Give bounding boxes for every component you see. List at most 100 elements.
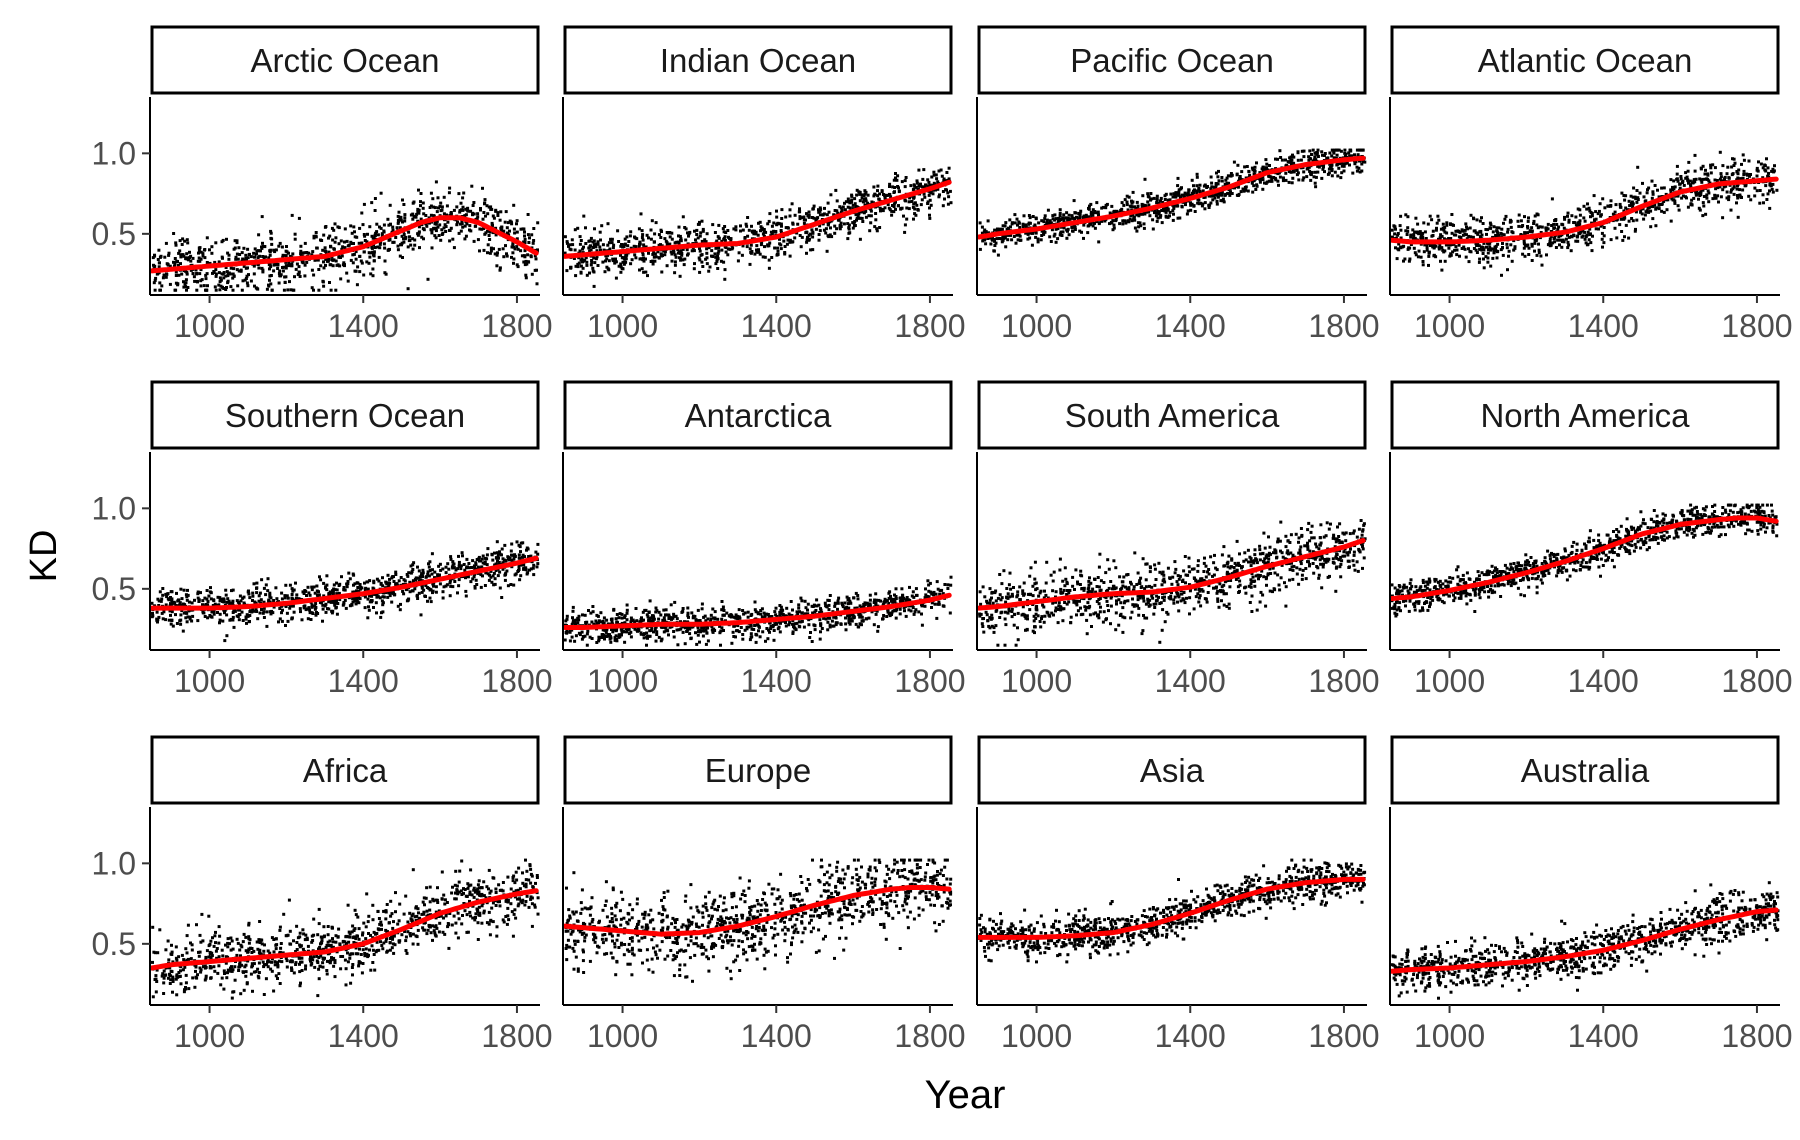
data-point xyxy=(1066,227,1070,231)
data-point xyxy=(1001,224,1005,228)
data-point xyxy=(1058,214,1062,218)
data-point xyxy=(600,224,604,228)
data-point xyxy=(1313,181,1317,185)
data-point xyxy=(436,196,440,200)
data-point xyxy=(251,591,255,595)
data-point xyxy=(321,248,325,252)
data-point xyxy=(659,236,663,239)
data-point xyxy=(452,566,456,570)
data-point xyxy=(1567,220,1571,224)
data-point xyxy=(855,193,859,197)
data-point xyxy=(371,236,375,240)
data-point xyxy=(1291,168,1295,172)
data-point xyxy=(1468,249,1472,253)
data-point xyxy=(1536,213,1540,217)
data-point xyxy=(1018,234,1022,238)
data-point xyxy=(1418,230,1422,234)
data-point xyxy=(1360,162,1364,166)
data-point xyxy=(644,245,648,249)
data-point xyxy=(274,263,278,267)
data-point xyxy=(593,261,597,265)
data-point xyxy=(379,191,383,195)
data-point xyxy=(1701,164,1705,168)
data-point xyxy=(829,226,832,230)
data-point xyxy=(1136,204,1140,208)
data-point xyxy=(402,233,406,236)
data-point xyxy=(913,212,917,216)
data-point xyxy=(150,601,154,605)
data-point xyxy=(476,212,480,216)
data-point xyxy=(1255,183,1259,187)
data-point xyxy=(180,243,184,246)
data-point xyxy=(515,219,519,223)
data-point xyxy=(482,211,486,214)
data-point xyxy=(1526,226,1530,230)
data-point xyxy=(265,287,269,291)
data-point xyxy=(746,216,750,219)
data-point xyxy=(867,214,871,218)
data-point xyxy=(322,260,325,264)
data-point xyxy=(489,569,493,573)
data-point xyxy=(1662,200,1666,203)
data-point xyxy=(1330,154,1334,158)
data-point xyxy=(343,240,346,244)
data-point xyxy=(1489,223,1493,227)
data-point xyxy=(687,234,690,238)
data-point xyxy=(329,600,333,604)
data-point xyxy=(237,608,241,612)
data-point xyxy=(770,224,774,228)
data-point xyxy=(864,197,868,201)
data-point xyxy=(872,185,876,189)
data-point xyxy=(1245,165,1249,168)
data-point xyxy=(984,242,988,246)
data-point xyxy=(1553,236,1557,240)
data-point xyxy=(226,597,230,601)
data-point xyxy=(178,603,182,607)
data-point xyxy=(1042,231,1046,235)
data-point xyxy=(895,178,899,182)
data-point xyxy=(1722,185,1726,189)
data-point xyxy=(1358,159,1361,163)
data-point xyxy=(802,215,806,219)
data-point xyxy=(443,223,447,227)
data-point xyxy=(235,239,239,243)
data-point xyxy=(598,245,602,249)
data-point xyxy=(663,237,667,241)
data-point xyxy=(1672,179,1676,183)
data-point xyxy=(313,591,317,595)
data-point xyxy=(179,587,183,591)
data-point xyxy=(1246,189,1250,193)
data-point xyxy=(1353,162,1357,166)
data-point xyxy=(1544,228,1548,232)
data-point xyxy=(1713,193,1717,197)
data-point xyxy=(1119,208,1123,212)
data-point xyxy=(1121,219,1125,223)
data-point xyxy=(407,571,411,575)
data-point xyxy=(646,274,649,278)
data-point xyxy=(274,586,278,590)
data-point xyxy=(1402,259,1405,263)
data-point xyxy=(1209,201,1213,205)
data-point xyxy=(747,228,751,232)
data-point xyxy=(1186,191,1190,195)
data-point xyxy=(397,220,401,224)
data-point xyxy=(1310,170,1314,174)
data-point xyxy=(337,584,341,587)
data-point xyxy=(1327,171,1331,175)
data-point xyxy=(181,629,185,633)
data-point xyxy=(1261,178,1265,182)
data-point xyxy=(985,231,989,235)
data-point xyxy=(522,260,526,264)
data-point xyxy=(1411,237,1415,241)
data-point xyxy=(1591,234,1594,238)
data-point xyxy=(610,237,614,241)
data-point xyxy=(1223,193,1227,197)
data-point xyxy=(721,227,725,231)
data-point xyxy=(403,219,407,223)
data-point xyxy=(325,583,329,587)
data-point xyxy=(513,247,517,251)
data-point xyxy=(260,215,264,219)
data-point xyxy=(368,579,372,583)
data-point xyxy=(784,215,788,219)
data-point xyxy=(410,589,414,593)
